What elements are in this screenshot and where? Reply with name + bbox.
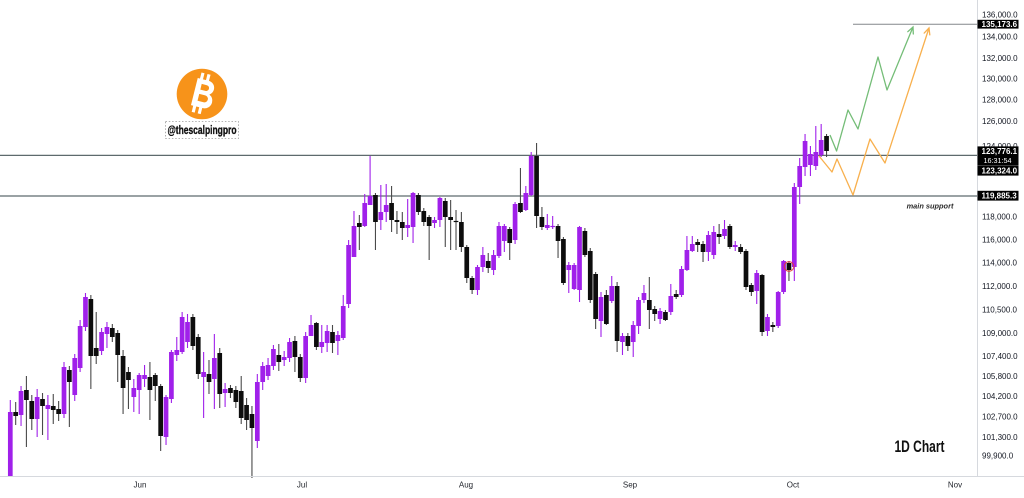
svg-text:104,200.0: 104,200.0 <box>982 392 1018 401</box>
svg-text:124,000.0: 124,000.0 <box>982 142 1018 151</box>
svg-text:118,000.0: 118,000.0 <box>982 212 1018 221</box>
svg-text:101,300.0: 101,300.0 <box>982 433 1018 442</box>
svg-text:107,400.0: 107,400.0 <box>982 352 1018 361</box>
svg-text:Aug: Aug <box>459 481 473 490</box>
svg-text:119,885.3: 119,885.3 <box>982 191 1018 200</box>
svg-text:@thescalpingpro: @thescalpingpro <box>168 125 237 137</box>
svg-text:Nov: Nov <box>948 481 962 490</box>
svg-text:110,500.0: 110,500.0 <box>982 305 1018 314</box>
svg-text:Jun: Jun <box>134 481 147 490</box>
svg-text:Oct: Oct <box>787 481 800 490</box>
svg-text:116,000.0: 116,000.0 <box>982 235 1018 244</box>
svg-text:102,700.0: 102,700.0 <box>982 413 1018 422</box>
svg-text:Jul: Jul <box>297 481 307 490</box>
svg-text:134,000.0: 134,000.0 <box>982 32 1018 41</box>
svg-text:126,000.0: 126,000.0 <box>982 117 1018 126</box>
svg-text:109,000.0: 109,000.0 <box>982 329 1018 338</box>
svg-text:105,800.0: 105,800.0 <box>982 372 1018 381</box>
svg-text:132,000.0: 132,000.0 <box>982 54 1018 63</box>
svg-text:16:31:54: 16:31:54 <box>984 156 1012 165</box>
svg-text:main support: main support <box>907 202 954 211</box>
svg-text:1D Chart: 1D Chart <box>895 438 945 456</box>
svg-text:112,000.0: 112,000.0 <box>982 282 1018 291</box>
svg-text:123,776.1: 123,776.1 <box>982 147 1018 156</box>
svg-text:123,324.0: 123,324.0 <box>982 166 1018 175</box>
svg-text:99,900.0: 99,900.0 <box>982 452 1014 461</box>
svg-text:136,000.0: 136,000.0 <box>982 10 1018 19</box>
svg-text:135,173.6: 135,173.6 <box>982 20 1018 29</box>
svg-text:130,000.0: 130,000.0 <box>982 74 1018 83</box>
svg-text:114,000.0: 114,000.0 <box>982 258 1018 267</box>
svg-text:128,000.0: 128,000.0 <box>982 95 1018 104</box>
svg-text:Sep: Sep <box>623 481 638 490</box>
